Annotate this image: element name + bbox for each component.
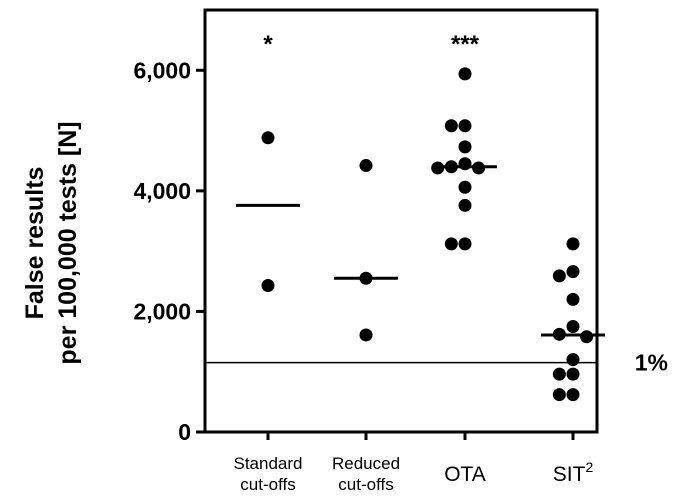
data-point [359, 159, 373, 173]
x-axis-labels: Standard cut-offs Reduced cut-offs OTA SIT2 [234, 454, 594, 494]
data-point [444, 119, 458, 133]
y-axis-title-line-1: False results [21, 167, 49, 320]
data-point [444, 237, 458, 251]
category-label: Standard [234, 454, 303, 473]
data-point [580, 330, 594, 344]
data-point [458, 157, 472, 171]
data-point [552, 388, 566, 402]
data-point [261, 131, 275, 145]
data-point [566, 292, 580, 306]
significance-marker: * [263, 31, 273, 58]
data-point [261, 279, 275, 293]
category-label: OTA [444, 463, 486, 486]
data-point [552, 269, 566, 283]
y-axis-ticks: 0 2,000 4,000 6,000 [133, 57, 575, 445]
data-point [566, 265, 580, 279]
plot-frame [203, 8, 599, 434]
data-point [566, 367, 580, 381]
plot-area: 1%* *** [203, 8, 668, 434]
data-point [458, 119, 472, 133]
data-point [566, 353, 580, 367]
data-point [458, 67, 472, 81]
y-axis-title: False results per 100,000 tests [N] [21, 121, 82, 364]
y-tick-label: 6,000 [133, 57, 191, 83]
category-label: cut-offs [338, 475, 393, 494]
data-point [566, 237, 580, 251]
data-point [566, 320, 580, 333]
significance-marker: *** [451, 31, 480, 58]
data-point [458, 198, 472, 212]
reference-line-label: 1% [635, 350, 668, 376]
category-label: SIT2 [553, 459, 594, 486]
category-label: Reduced [332, 454, 400, 473]
y-tick-label: 0 [178, 419, 191, 445]
data-point [566, 388, 580, 402]
data-point [458, 140, 472, 154]
data-point [458, 237, 472, 251]
category-label: cut-offs [240, 475, 295, 494]
y-axis-title-line-2: per 100,000 tests [N] [54, 121, 82, 364]
data-point [552, 367, 566, 381]
y-tick-label: 2,000 [133, 298, 191, 324]
data-point [359, 328, 373, 342]
data-point [458, 180, 472, 194]
y-tick-label: 4,000 [133, 178, 191, 204]
